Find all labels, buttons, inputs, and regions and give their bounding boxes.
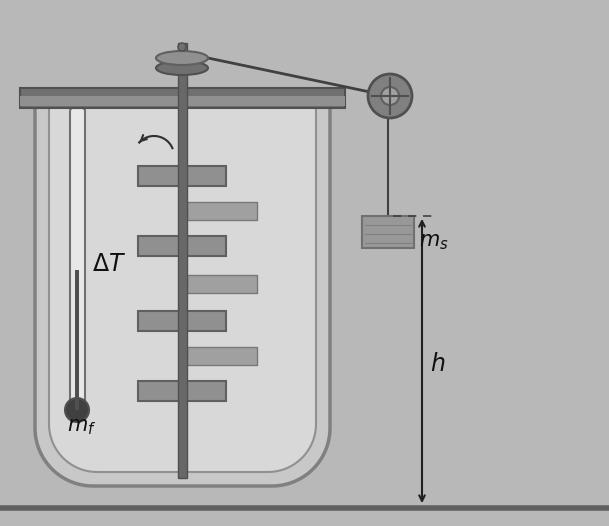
Ellipse shape	[156, 51, 208, 65]
Bar	[362, 216, 414, 248]
Polygon shape	[35, 96, 330, 486]
Circle shape	[381, 87, 399, 105]
Bar	[138, 236, 226, 256]
Circle shape	[65, 398, 89, 422]
Text: $h$: $h$	[430, 353, 445, 376]
Bar	[138, 311, 226, 331]
Bar	[178, 43, 187, 478]
Bar	[138, 381, 226, 401]
Bar	[75, 270, 79, 410]
FancyBboxPatch shape	[70, 108, 85, 413]
Bar	[187, 347, 257, 365]
Text: $m_f$: $m_f$	[67, 417, 96, 437]
Text: $m_s$: $m_s$	[419, 232, 449, 251]
Bar	[138, 166, 226, 186]
Circle shape	[178, 43, 186, 51]
Bar	[187, 202, 257, 220]
Bar	[187, 275, 257, 293]
Text: $\Delta T$: $\Delta T$	[92, 253, 126, 276]
Bar	[20, 88, 345, 108]
Bar	[20, 96, 345, 106]
Ellipse shape	[156, 61, 208, 75]
Circle shape	[368, 74, 412, 118]
Polygon shape	[49, 101, 316, 472]
